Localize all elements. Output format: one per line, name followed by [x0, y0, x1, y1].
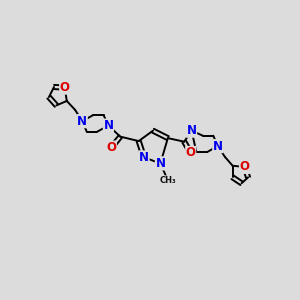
Text: O: O: [60, 81, 70, 94]
Text: O: O: [239, 160, 250, 173]
Text: N: N: [103, 119, 113, 132]
Text: N: N: [155, 157, 165, 170]
Text: N: N: [213, 140, 223, 153]
Text: N: N: [187, 124, 196, 137]
Text: N: N: [77, 115, 87, 128]
Text: O: O: [106, 141, 116, 154]
Text: CH₃: CH₃: [160, 176, 176, 185]
Text: O: O: [186, 146, 196, 160]
Text: N: N: [139, 151, 149, 164]
